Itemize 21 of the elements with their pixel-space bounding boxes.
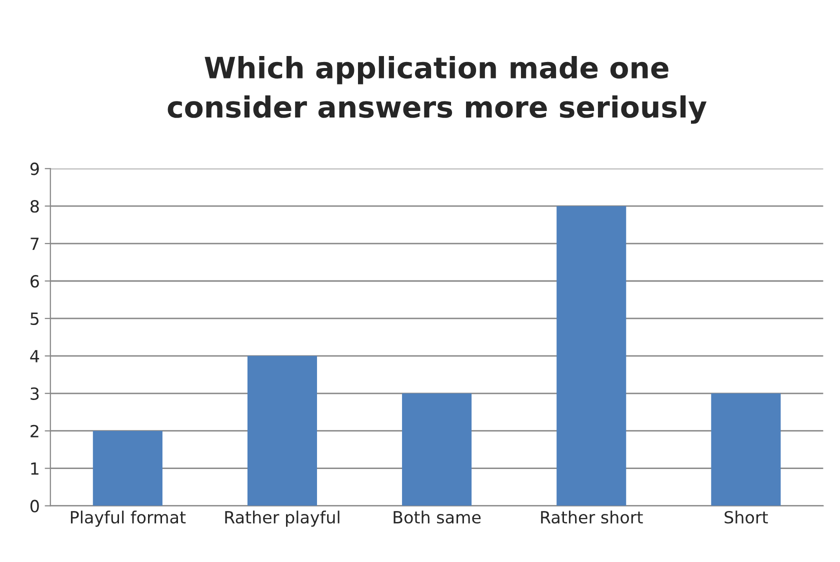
bar xyxy=(247,356,318,506)
y-tick-label: 3 xyxy=(30,387,39,400)
x-tick-label: Rather short xyxy=(541,510,643,524)
y-tick-label: 6 xyxy=(30,274,39,288)
y-tick-label: 8 xyxy=(30,200,39,213)
y-tick-label: 1 xyxy=(31,462,38,475)
x-tick-label: Rather playful xyxy=(225,510,340,527)
y-tick-label: 4 xyxy=(30,350,40,362)
bar xyxy=(92,430,162,506)
y-tick-label: 7 xyxy=(30,238,39,250)
y-tick-label: 0 xyxy=(30,500,39,512)
y-tick-label: 2 xyxy=(30,424,38,438)
y-tick-label: 5 xyxy=(30,312,39,326)
x-tick-label: Both same xyxy=(394,510,481,524)
bar xyxy=(556,206,626,506)
bar xyxy=(402,393,472,506)
y-tick-label: 9 xyxy=(30,162,39,176)
chart-title: Which application made one consider answers more seriously xyxy=(168,56,707,124)
bar xyxy=(711,393,781,506)
x-tick-label: Short xyxy=(724,510,768,524)
x-tick-label: Playful format xyxy=(70,510,186,527)
